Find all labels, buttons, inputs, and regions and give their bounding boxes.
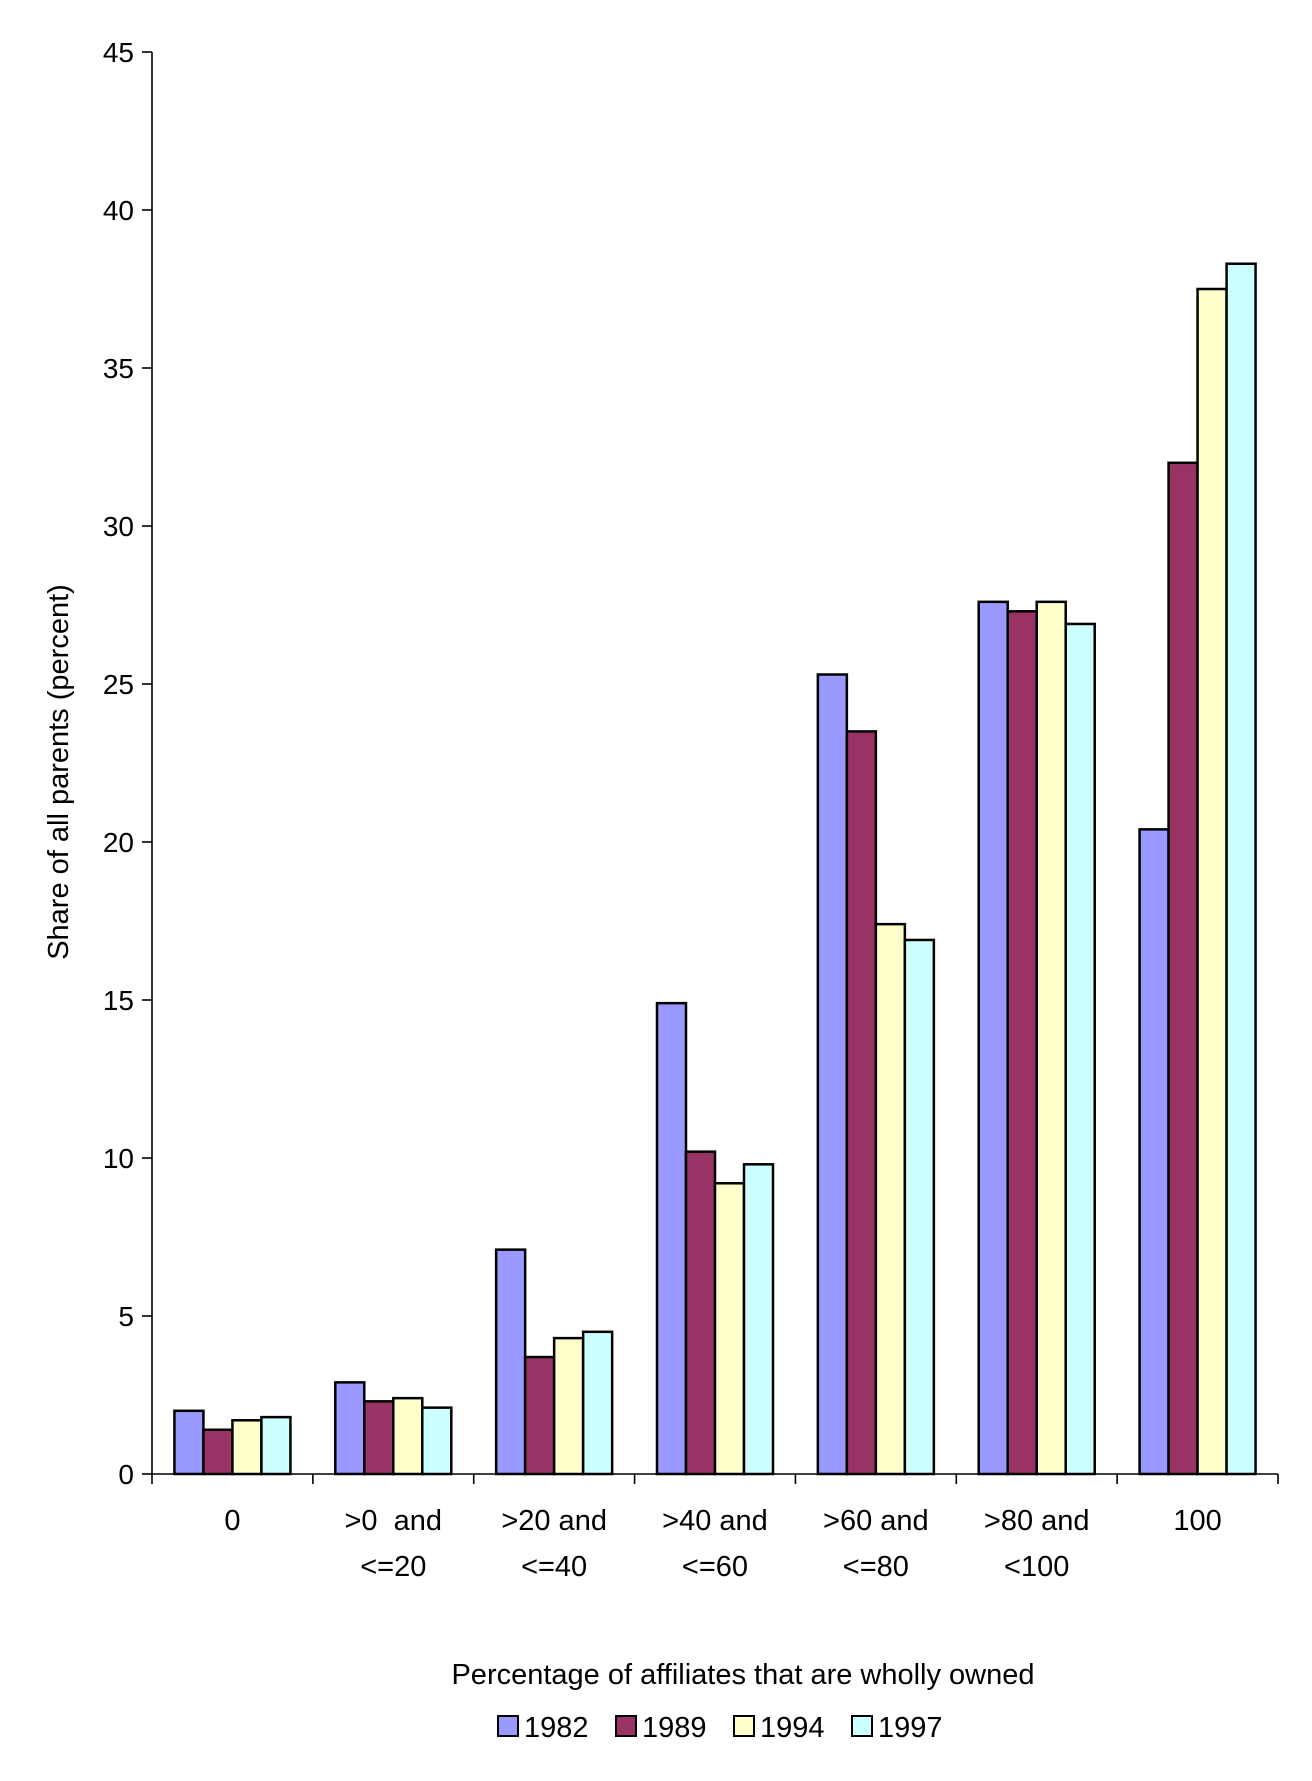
y-tick-label: 15 [103, 985, 134, 1016]
bar-1989-5 [1006, 610, 1038, 1476]
bar-1994-5 [1035, 600, 1067, 1476]
x-tick-label: 100 [1173, 1505, 1221, 1537]
x-tick-label: <=80 [843, 1551, 909, 1583]
legend-swatch-1994 [733, 1715, 755, 1737]
bar-1997-0 [260, 1415, 292, 1476]
bar-1997-1 [421, 1406, 453, 1476]
bar-1997-5 [1064, 622, 1096, 1476]
y-axis-label: Share of all parents (percent) [43, 584, 75, 960]
bar-1994-2 [552, 1336, 585, 1476]
x-axis-label: Percentage of affiliates that are wholly… [451, 1659, 1034, 1691]
bar-1997-6 [1225, 262, 1257, 1476]
x-tick-label: 0 [224, 1505, 240, 1537]
legend-label-1982: 1982 [524, 1712, 589, 1744]
x-tick-label: <=40 [521, 1551, 587, 1583]
bar-1989-1 [363, 1400, 395, 1476]
bar-1989-2 [523, 1355, 556, 1476]
y-tick-label: 25 [103, 669, 134, 700]
bar-1989-3 [684, 1150, 717, 1476]
bar-1994-3 [713, 1182, 746, 1476]
bar-1982-0 [173, 1409, 205, 1476]
x-tick-label: >40 and [662, 1505, 768, 1537]
bar-1982-2 [494, 1248, 527, 1476]
y-tick-label: 20 [103, 827, 134, 858]
y-tick-label: 45 [103, 37, 134, 68]
bar-1989-0 [202, 1428, 234, 1476]
legend-label-1997: 1997 [878, 1712, 943, 1744]
bar-1982-4 [816, 673, 849, 1476]
bar-1989-4 [845, 730, 878, 1476]
x-tick-label: >80 and [984, 1505, 1090, 1537]
y-tick-label: 5 [118, 1301, 134, 1332]
bar-1982-1 [334, 1381, 366, 1476]
bar-1982-6 [1138, 828, 1170, 1476]
y-tick-label: 10 [103, 1143, 134, 1174]
x-tick-label: <100 [1004, 1551, 1069, 1583]
legend-swatch-1982 [497, 1715, 519, 1737]
labels-group: 0 5 10 15 20 25 30 35 40 45 0 >0 and <=20 >20 and <=40… [103, 37, 1222, 1583]
bar-1997-4 [903, 938, 936, 1476]
bar-1982-5 [977, 600, 1009, 1476]
bar-1994-1 [392, 1396, 424, 1476]
bar-1982-3 [655, 1001, 688, 1476]
legend-swatch-1989 [615, 1715, 637, 1737]
bar-1997-3 [742, 1163, 775, 1476]
bar-1994-4 [874, 922, 907, 1476]
x-tick-label: >60 and [823, 1505, 929, 1537]
bar-1989-6 [1167, 461, 1199, 1476]
legend-label-1989: 1989 [642, 1712, 707, 1744]
bars-group [173, 262, 1257, 1476]
x-tick-label: >20 and [501, 1505, 607, 1537]
x-tick-label: >0 and [344, 1505, 442, 1537]
bar-1994-0 [231, 1419, 263, 1476]
bar-1994-6 [1196, 287, 1228, 1476]
legend-label-1994: 1994 [760, 1712, 825, 1744]
y-tick-label: 0 [118, 1459, 134, 1490]
legend-swatch-1997 [851, 1715, 873, 1737]
y-tick-label: 40 [103, 195, 134, 226]
y-tick-label: 35 [103, 353, 134, 384]
x-tick-label: <=20 [360, 1551, 426, 1583]
y-tick-label: 30 [103, 511, 134, 542]
legend: 1982 1989 1994 1997 [497, 1712, 943, 1744]
x-tick-label: <=60 [682, 1551, 748, 1583]
bar-1997-2 [581, 1330, 614, 1476]
